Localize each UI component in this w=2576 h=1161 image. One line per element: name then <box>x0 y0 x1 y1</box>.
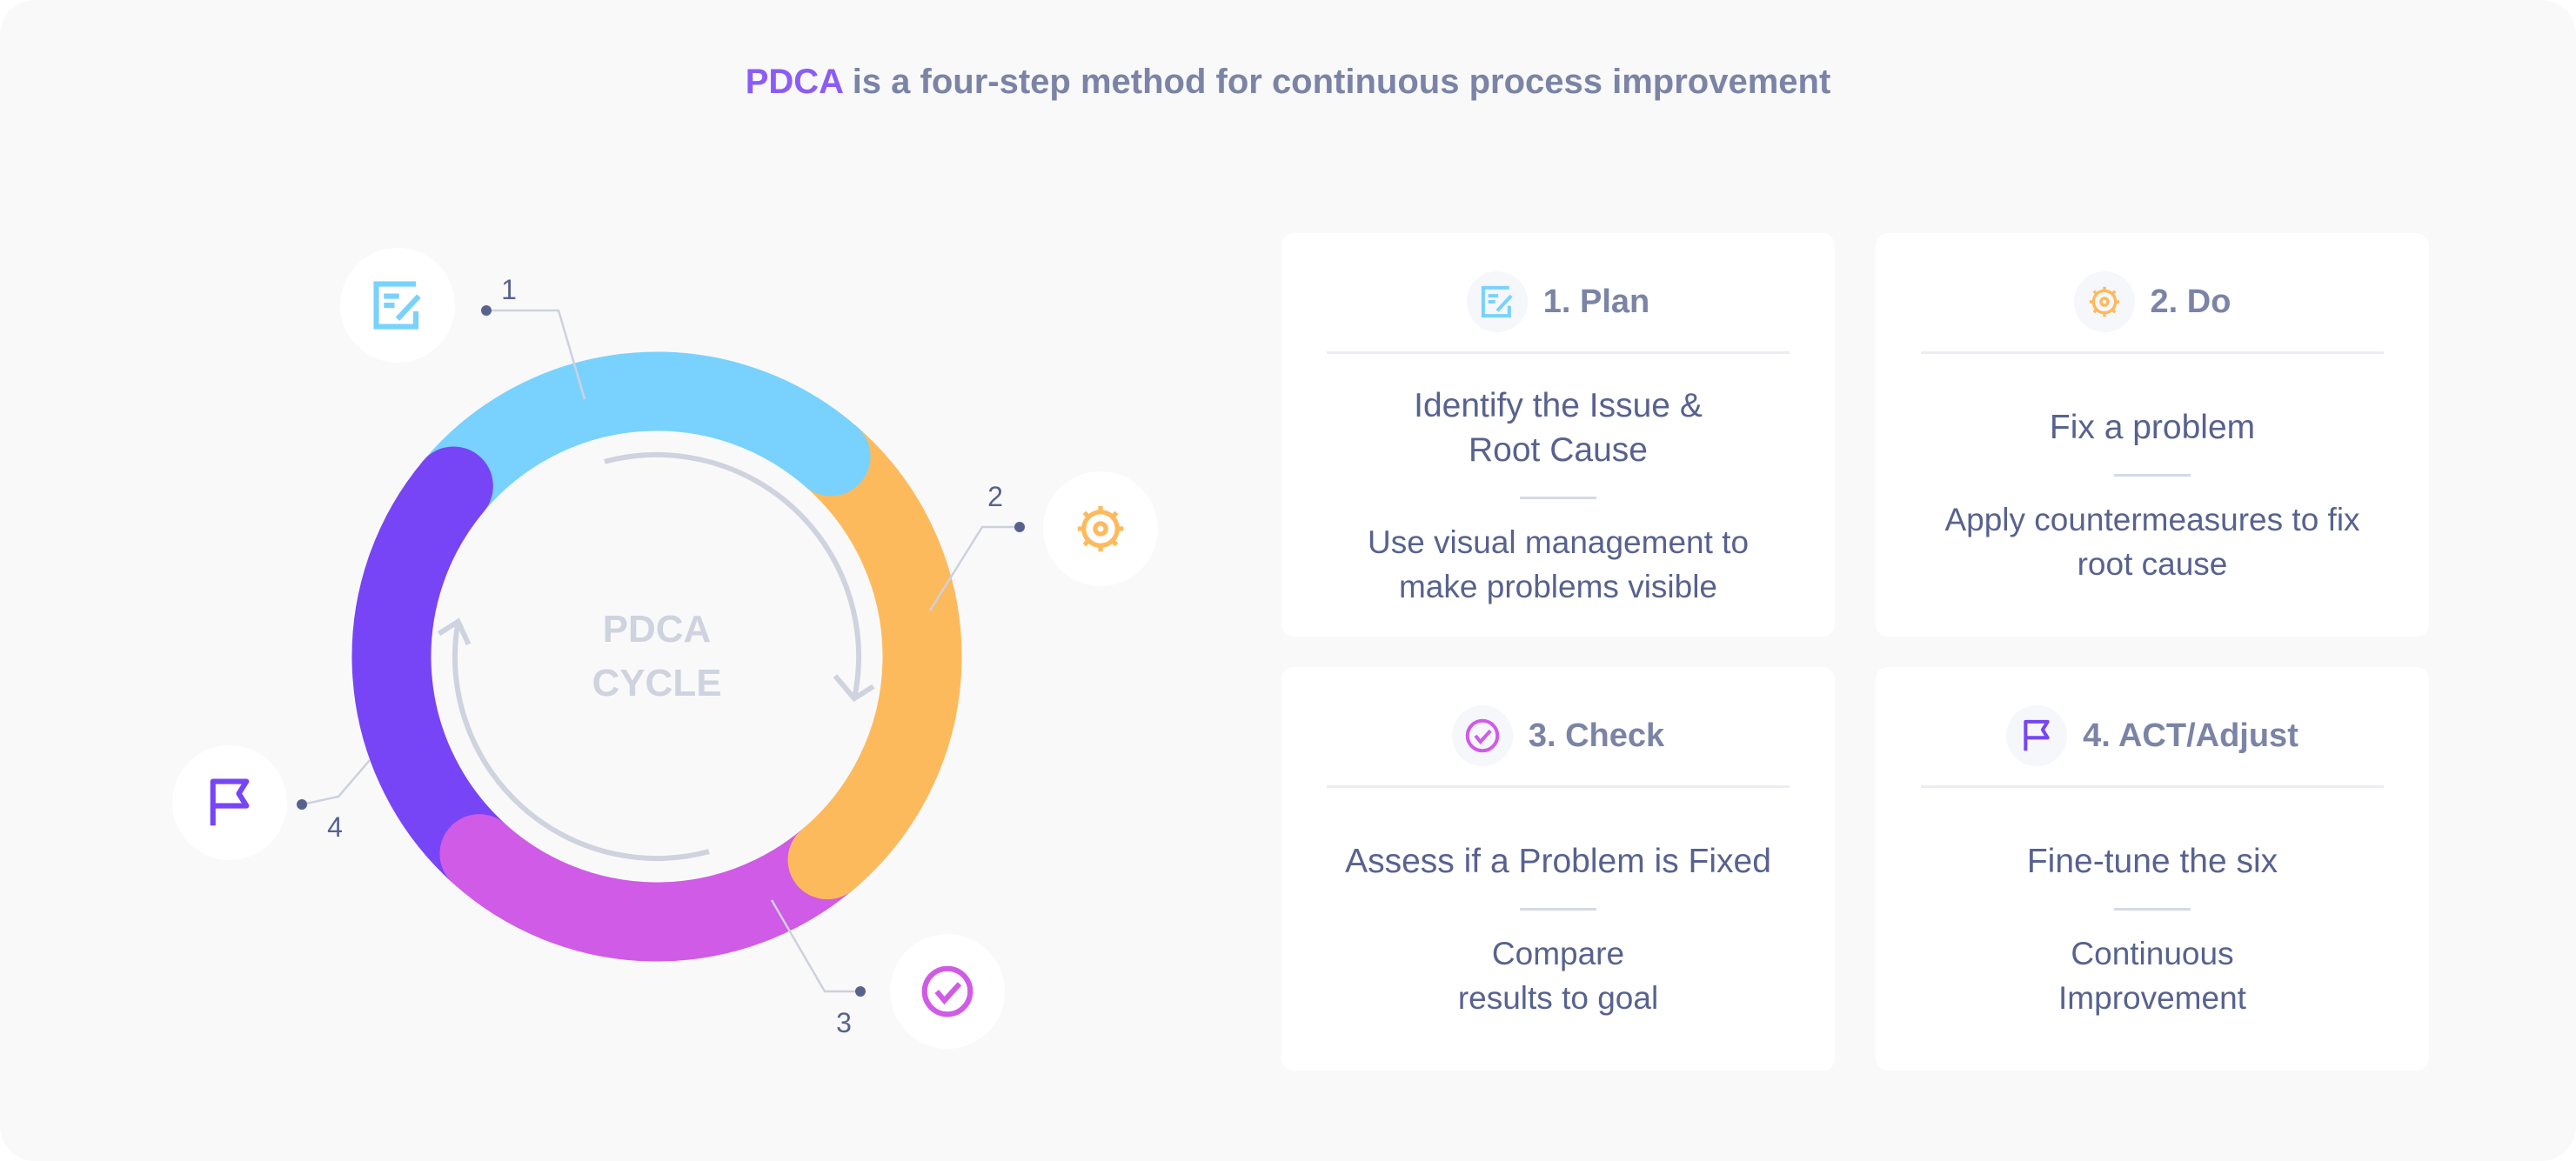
card-do: 2. Do Fix a problem Apply countermeasures… <box>1876 233 2429 637</box>
check-icon-badge <box>890 934 1005 1049</box>
card-heading: Fine-tune the six <box>2026 843 2278 880</box>
card-title: 3. Check <box>1528 717 1665 754</box>
ring-segment-check <box>452 824 853 962</box>
card-plan: 1. Plan Identify the Issue & Root Cause U… <box>1281 233 1835 637</box>
card-heading: Fix a problem <box>2049 409 2256 446</box>
leader-lines <box>301 309 1020 993</box>
card-title: 1. Plan <box>1542 283 1650 320</box>
ring-cap-act <box>413 446 493 526</box>
mini-divider <box>1520 496 1596 499</box>
step-number-1: 1 <box>501 274 517 305</box>
title-rest: is a four-step method for continuous pro… <box>842 63 1831 101</box>
plan-icon-badge <box>340 248 455 363</box>
card-description: Compare results to goal <box>1457 936 1659 1016</box>
card-description: Use visual management to make problems v… <box>1367 524 1750 604</box>
check-circle-icon <box>1451 705 1513 766</box>
flag-icon <box>2006 705 2068 766</box>
cycle-center-line1: PDCA <box>603 608 712 651</box>
step-number-4: 4 <box>327 811 343 843</box>
title-accent: PDCA <box>745 63 843 101</box>
ring-segment-act <box>351 460 506 884</box>
mini-divider <box>1520 908 1596 911</box>
card-heading: Identify the Issue & Root Cause <box>1414 386 1703 469</box>
step-number-3: 3 <box>836 1007 852 1038</box>
ring-cap-plan <box>791 417 871 497</box>
ring-cap-do <box>787 820 867 900</box>
inner-cycle-arrows <box>437 452 875 861</box>
arrow-clockwise-left <box>437 617 710 861</box>
card-description: Continuous Improvement <box>2058 936 2246 1016</box>
ring-cap-check <box>439 814 519 894</box>
divider <box>1921 351 2384 354</box>
card-act: 4. ACT/Adjust Fine-tune the six Continuou… <box>1876 667 2429 1071</box>
do-icon-badge <box>1043 471 1158 586</box>
arrow-clockwise-right <box>604 452 875 703</box>
card-title: 2. Do <box>2150 283 2231 320</box>
leader-dots <box>297 305 1025 997</box>
divider <box>1327 351 1790 354</box>
gear-icon <box>2073 271 2135 332</box>
act-icon-badge <box>172 745 287 860</box>
step-number-2: 2 <box>987 481 1003 512</box>
card-title: 4. ACT/Adjust <box>2083 717 2298 754</box>
ring-segment-plan <box>423 351 857 512</box>
card-check: 3. Check Assess if a Problem is Fixed Com… <box>1281 667 1835 1071</box>
card-heading: Assess if a Problem is Fixed <box>1345 843 1771 880</box>
ring-segment-do <box>801 426 962 891</box>
mini-divider <box>2114 908 2191 911</box>
page-title: PDCA is a four-step method for continuou… <box>0 63 2576 102</box>
cycle-center-line2: CYCLE <box>592 662 721 704</box>
mini-divider <box>2114 474 2191 477</box>
divider <box>1921 785 2384 788</box>
card-description: Apply countermeasures to fix root cause <box>1944 502 2360 582</box>
edit-document-icon <box>1466 271 1528 332</box>
divider <box>1327 785 1790 788</box>
